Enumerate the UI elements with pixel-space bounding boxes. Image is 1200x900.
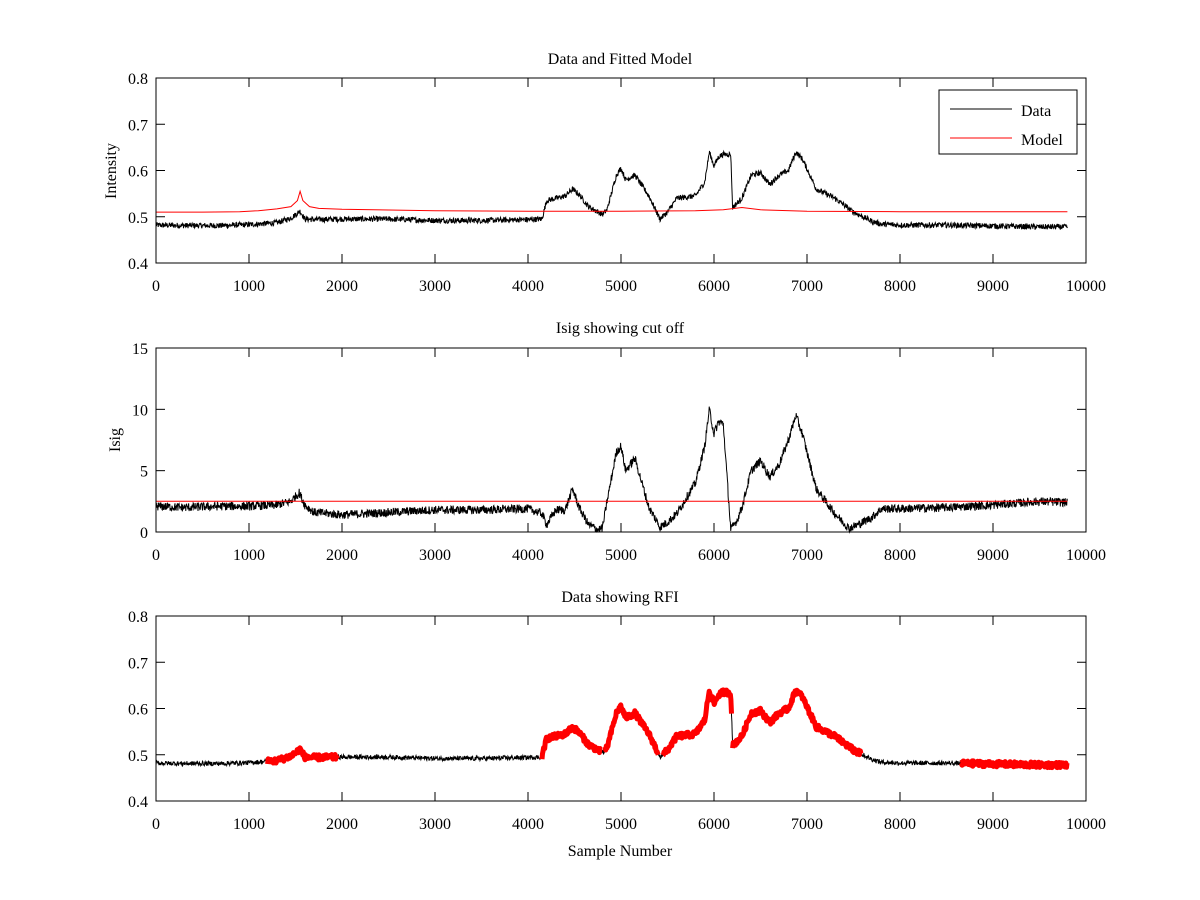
x-tick-label: 1000 xyxy=(233,278,265,295)
x-tick-label: 10000 xyxy=(1066,816,1106,833)
y-tick-label: 0.6 xyxy=(128,702,148,719)
x-tick-label: 4000 xyxy=(512,278,544,295)
x-tick-label: 6000 xyxy=(698,547,730,564)
panel-title: Data and Fitted Model xyxy=(548,51,693,68)
ticks: 0 1000 2000 3000 4000 5000 6000 7000 8000 9000 100… xyxy=(128,609,1106,833)
legend: Data Model xyxy=(938,89,1078,155)
y-axis-label: Isig xyxy=(107,428,124,452)
y-tick-label: 0.7 xyxy=(128,655,148,672)
y-tick-label: 0.8 xyxy=(128,71,148,88)
y-axis-label: Intensity xyxy=(103,143,120,199)
x-tick-label: 3000 xyxy=(419,278,451,295)
x-tick-label: 1000 xyxy=(233,816,265,833)
plot-area xyxy=(155,406,1068,534)
y-tick-label: 0 xyxy=(140,525,148,542)
ticks: 0 1000 2000 3000 4000 5000 6000 7000 8000 9000 100… xyxy=(132,341,1106,564)
x-tick-label: 9000 xyxy=(977,547,1009,564)
series-line-model xyxy=(156,189,1068,213)
x-tick-label: 8000 xyxy=(884,278,916,295)
plot-area xyxy=(155,687,1070,771)
x-tick-label: 3000 xyxy=(419,816,451,833)
x-tick-label: 7000 xyxy=(791,816,823,833)
x-tick-label: 7000 xyxy=(791,278,823,295)
panel-data-rfi: Data showing RFI Sample Number 0 1000 2000… xyxy=(128,589,1106,860)
x-tick-label: 0 xyxy=(152,816,160,833)
x-tick-label: 2000 xyxy=(326,816,358,833)
ticks: 0 1000 2000 3000 4000 5000 6000 7000 8000 9000 100… xyxy=(128,71,1106,295)
x-tick-label: 8000 xyxy=(884,547,916,564)
x-tick-label: 2000 xyxy=(326,278,358,295)
rfi-highlight-segment xyxy=(602,702,661,756)
x-tick-label: 9000 xyxy=(977,278,1009,295)
panel-title: Data showing RFI xyxy=(561,589,678,606)
legend-box xyxy=(938,89,1078,155)
y-tick-label: 0.8 xyxy=(128,609,148,626)
x-tick-label: 9000 xyxy=(977,816,1009,833)
x-tick-label: 8000 xyxy=(884,816,916,833)
x-tick-label: 7000 xyxy=(791,547,823,564)
rfi-highlight-segment xyxy=(660,687,734,758)
y-tick-label: 0.5 xyxy=(128,748,148,765)
y-tick-label: 0.7 xyxy=(128,117,148,134)
y-tick-label: 0.4 xyxy=(128,794,148,811)
x-tick-label: 0 xyxy=(152,278,160,295)
legend-label-model: Model xyxy=(1021,132,1063,149)
x-tick-label: 6000 xyxy=(698,816,730,833)
x-tick-label: 1000 xyxy=(233,547,265,564)
x-tick-label: 10000 xyxy=(1066,547,1106,564)
rfi-highlight-segment xyxy=(265,745,340,766)
y-tick-label: 15 xyxy=(132,341,148,358)
y-tick-label: 0.5 xyxy=(128,210,148,227)
x-tick-label: 5000 xyxy=(605,547,637,564)
x-tick-label: 0 xyxy=(152,547,160,564)
x-tick-label: 4000 xyxy=(512,816,544,833)
y-tick-label: 10 xyxy=(132,402,148,419)
plot-area xyxy=(155,149,1068,230)
x-tick-label: 5000 xyxy=(605,278,637,295)
legend-label-data: Data xyxy=(1021,103,1051,120)
panel-title: Isig showing cut off xyxy=(556,320,685,337)
x-tick-label: 5000 xyxy=(605,816,637,833)
rfi-highlight-segment xyxy=(730,687,864,758)
y-tick-label: 0.6 xyxy=(128,164,148,181)
x-tick-label: 6000 xyxy=(698,278,730,295)
x-tick-label: 3000 xyxy=(419,547,451,564)
rfi-highlight-segment xyxy=(958,758,1070,771)
panel-data-and-model: Data and Fitted Model Intensity 0 1000 200… xyxy=(103,51,1106,295)
series-line-primary xyxy=(155,406,1068,534)
x-tick-label: 2000 xyxy=(326,547,358,564)
x-axis-label: Sample Number xyxy=(568,843,673,860)
rfi-highlight-segment xyxy=(539,724,603,760)
y-tick-label: 0.4 xyxy=(128,256,148,273)
series-line-data xyxy=(155,149,1068,230)
x-tick-label: 10000 xyxy=(1066,278,1106,295)
panel-isig-cutoff: Isig showing cut off Isig 0 1000 2000 3000 4… xyxy=(107,320,1106,564)
y-tick-label: 5 xyxy=(140,464,148,481)
x-tick-label: 4000 xyxy=(512,547,544,564)
